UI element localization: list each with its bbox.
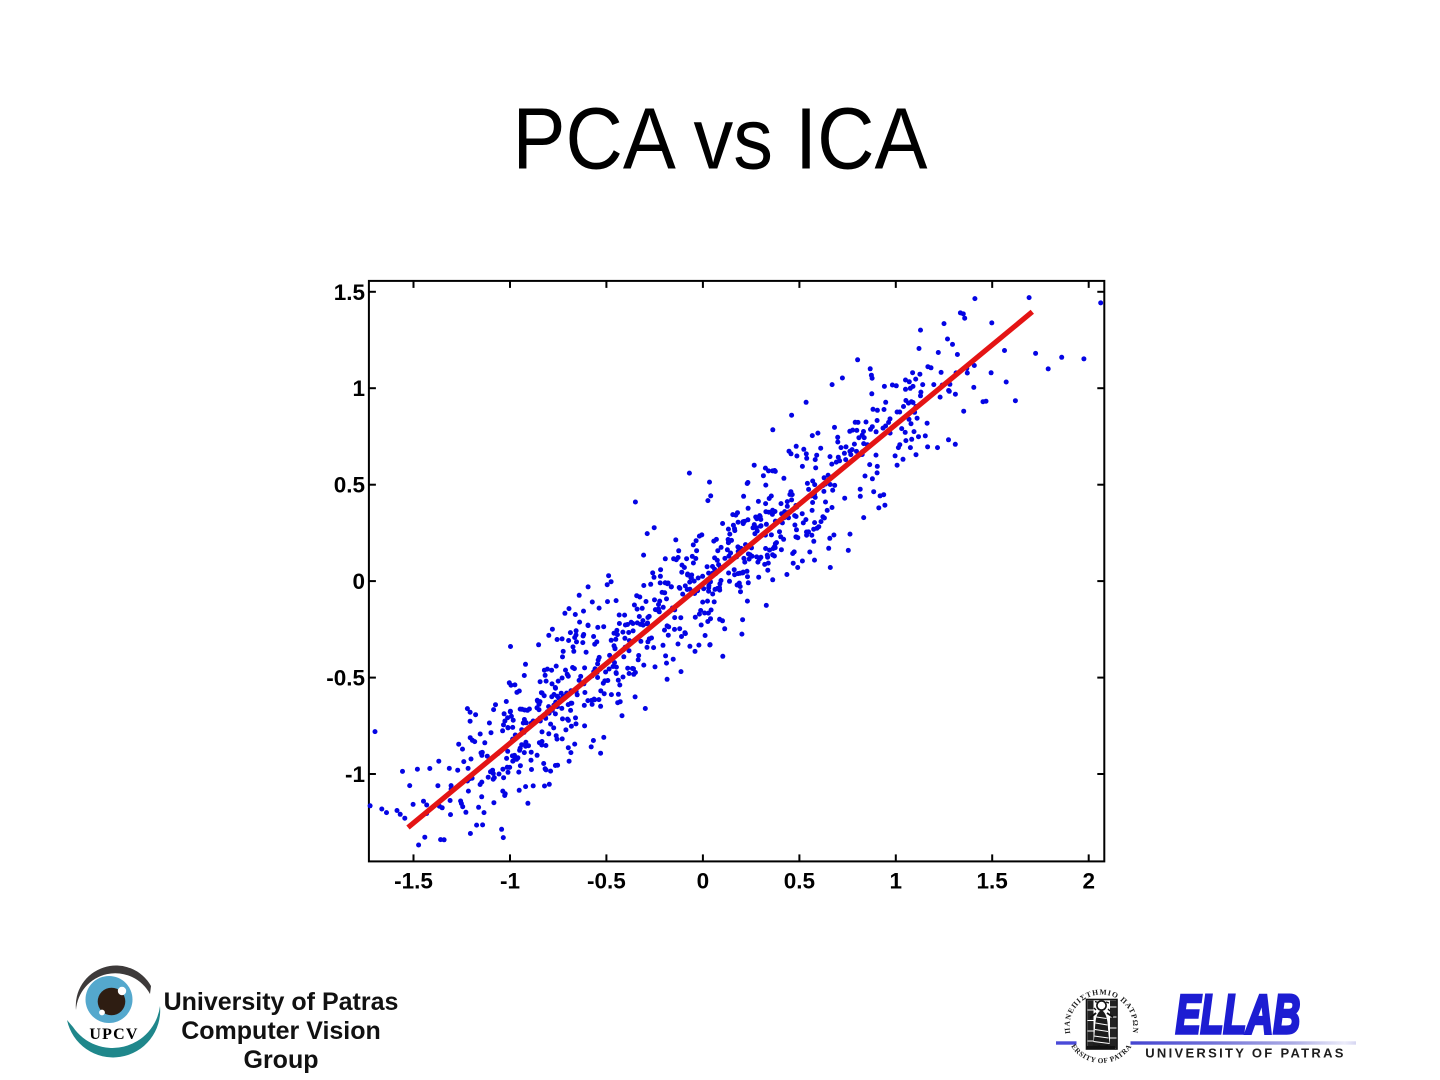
svg-text:UNIVERSITY OF PATRAS: UNIVERSITY OF PATRAS — [1145, 1046, 1346, 1061]
svg-text:-0.5: -0.5 — [587, 869, 626, 894]
svg-text:1.5: 1.5 — [334, 280, 365, 305]
svg-text:0: 0 — [697, 869, 710, 894]
svg-text:UPCV: UPCV — [89, 1026, 138, 1043]
svg-text:1.5: 1.5 — [977, 869, 1008, 894]
svg-text:-1.5: -1.5 — [394, 869, 433, 894]
svg-text:-1: -1 — [345, 762, 365, 787]
svg-text:2: 2 — [1082, 869, 1095, 894]
svg-text:-0.5: -0.5 — [326, 666, 365, 691]
svg-text:-1: -1 — [500, 869, 520, 894]
svg-text:0.5: 0.5 — [784, 869, 815, 894]
svg-text:0.5: 0.5 — [334, 473, 365, 498]
svg-text:1: 1 — [352, 376, 365, 401]
svg-text:PCA vs ICA: PCA vs ICA — [513, 89, 928, 188]
svg-text:0: 0 — [352, 569, 365, 594]
svg-text:ELLAB: ELLAB — [1176, 983, 1301, 1045]
svg-text:1: 1 — [890, 869, 903, 894]
